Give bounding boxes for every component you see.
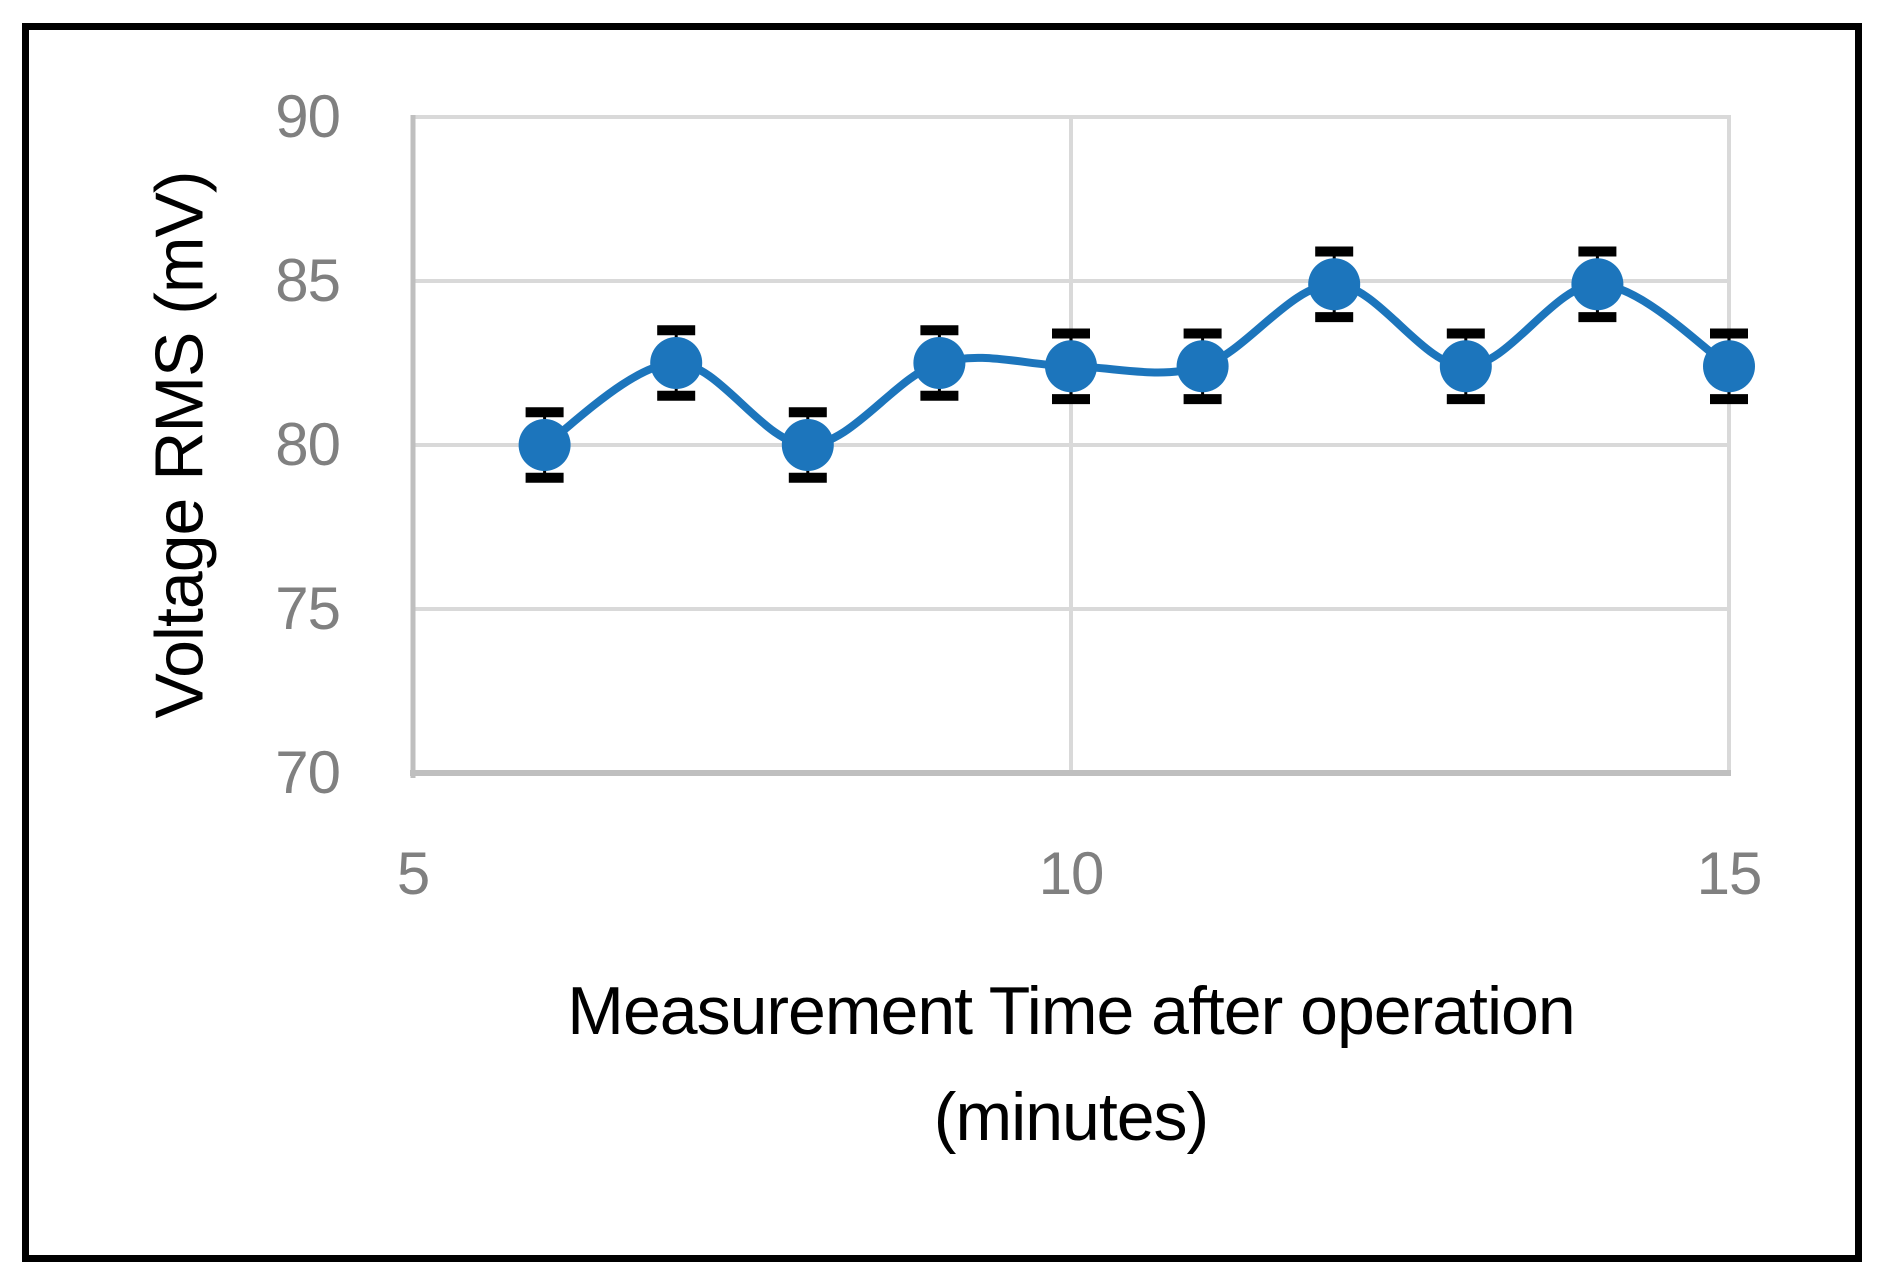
data-point-marker-x12 bbox=[1308, 258, 1361, 311]
y-tick-label-70: 70 bbox=[275, 739, 341, 806]
y-tick-label-75: 75 bbox=[275, 575, 341, 642]
x-tick-label-5: 5 bbox=[396, 840, 430, 907]
data-point-marker-x15 bbox=[1703, 340, 1755, 393]
chart-border bbox=[22, 23, 1862, 1262]
y-tick-label-90: 90 bbox=[275, 83, 341, 150]
series-line bbox=[540, 280, 1733, 449]
x-axis-title-line-2: (minutes) bbox=[933, 1079, 1209, 1155]
data-point-marker-x6 bbox=[518, 419, 571, 471]
data-point-marker-x8 bbox=[781, 419, 834, 471]
y-tick-label-80: 80 bbox=[275, 411, 341, 478]
data-point-marker-x13 bbox=[1439, 340, 1492, 393]
x-tick-label-15: 15 bbox=[1696, 840, 1763, 907]
data-point-marker-x9 bbox=[913, 337, 966, 389]
data-point-marker-x10 bbox=[1045, 340, 1097, 393]
x-axis-title: Measurement Time after operation (minute… bbox=[413, 958, 1729, 1170]
data-point-marker-x11 bbox=[1176, 340, 1229, 393]
x-axis-title-line-1: Measurement Time after operation bbox=[567, 973, 1575, 1049]
y-tick-label-85: 85 bbox=[275, 247, 341, 314]
data-point-marker-x14 bbox=[1571, 258, 1624, 311]
x-tick-label-10: 10 bbox=[1038, 840, 1105, 907]
data-point-marker-x7 bbox=[650, 337, 703, 389]
